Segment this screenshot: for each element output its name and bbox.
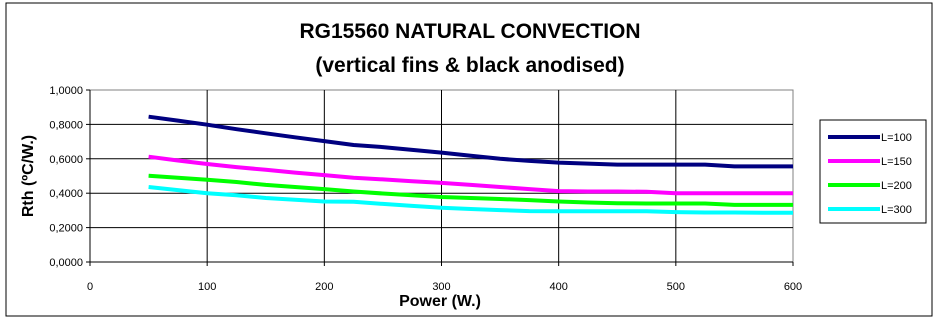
x-tick-label: 300 [432, 281, 450, 293]
x-axis-ticks: 0 100 200 300 400 500 600 [87, 262, 802, 293]
legend-label: L=300 [881, 204, 912, 216]
series-line-l-300 [148, 185, 793, 215]
legend-label: L=150 [881, 156, 912, 168]
x-axis-title: Power (W.) [399, 293, 481, 310]
series-lines [148, 114, 793, 215]
x-tick-label: 0 [87, 281, 93, 293]
chart-title: RG15560 NATURAL CONVECTION [299, 20, 640, 43]
legend-label: L=200 [881, 180, 912, 192]
y-tick-label: 0,0000 [49, 257, 83, 269]
y-tick-label: 0,8000 [49, 119, 83, 131]
chart-subtitle: (vertical fins & black anodised) [315, 54, 624, 77]
y-tick-label: 0,4000 [49, 188, 83, 200]
y-axis-ticks: 0,0000 0,2000 0,4000 0,6000 0,8000 1,0000 [49, 85, 90, 269]
y-tick-label: 0,2000 [49, 223, 83, 235]
x-tick-label: 100 [198, 281, 216, 293]
x-tick-label: 600 [784, 281, 802, 293]
legend-label: L=100 [881, 132, 912, 144]
x-tick-label: 200 [315, 281, 333, 293]
legend: L=100 L=150 L=200 L=300 [819, 119, 927, 224]
y-tick-label: 0,6000 [49, 154, 83, 166]
x-tick-label: 500 [667, 281, 685, 293]
series-line-l-150 [148, 154, 793, 196]
series-line-l-100 [148, 114, 793, 169]
y-axis-title: Rth (ºC/W.) [20, 135, 37, 217]
x-tick-label: 400 [549, 281, 567, 293]
series-line-l-200 [148, 173, 793, 207]
y-tick-label: 1,0000 [49, 85, 83, 97]
